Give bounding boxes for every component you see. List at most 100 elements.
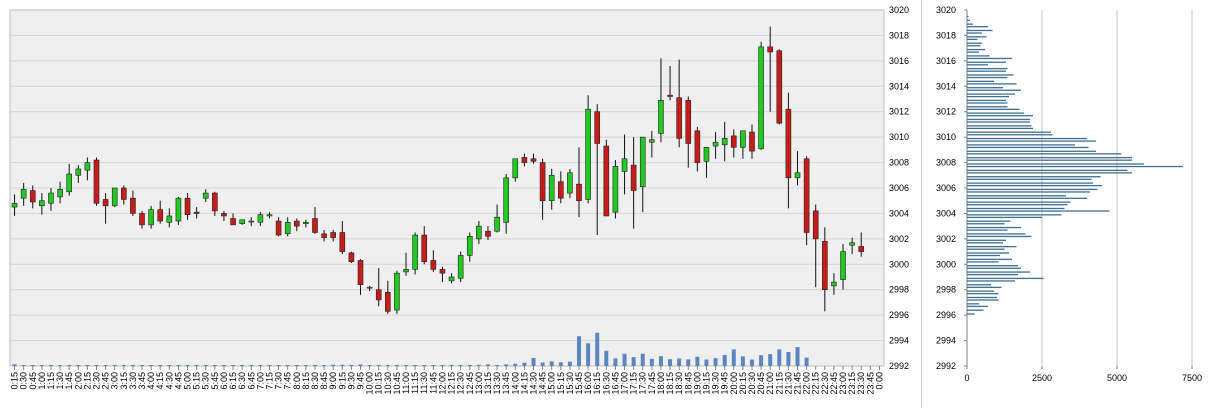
volume-bar <box>185 365 190 366</box>
candle-body <box>303 222 309 224</box>
profile-bar <box>967 144 1075 146</box>
candle-body <box>767 46 773 53</box>
volume-profile-chart: 2992 2994 2996 2998 3000 3002 3004 3006 3008 3010… <box>936 5 1202 383</box>
profile-price-tick-label: 2998 <box>936 285 956 295</box>
candle-body <box>466 236 473 256</box>
time-tick-label: 1:00 <box>37 372 47 390</box>
time-tick-label: 16:45 <box>610 372 620 395</box>
profile-bar <box>967 195 1066 197</box>
profile-bar <box>967 258 1012 260</box>
volume-bar <box>658 356 663 366</box>
candle-body <box>139 213 145 226</box>
profile-bar <box>967 235 1032 238</box>
candle-body <box>639 136 646 188</box>
profile-bar <box>967 284 991 286</box>
volume-bar <box>522 362 527 366</box>
profile-bar <box>967 131 1051 133</box>
time-tick-label: 18:15 <box>665 372 675 395</box>
candles <box>11 26 865 314</box>
volume-bar <box>749 359 754 366</box>
volume-bar <box>103 365 108 366</box>
profile-bar <box>967 23 973 25</box>
candle-body <box>776 50 783 124</box>
profile-bar <box>967 32 982 34</box>
time-tick-label: 16:00 <box>583 372 593 395</box>
volume-bar <box>312 365 317 366</box>
time-tick-label: 11:00 <box>401 372 411 394</box>
profile-bar <box>967 216 1042 219</box>
time-tick-label: 19:30 <box>711 372 721 395</box>
candle-body <box>330 232 336 238</box>
candle-body <box>84 162 91 171</box>
candle-body <box>548 174 555 202</box>
profile-bar <box>967 188 1098 191</box>
profile-bar <box>967 134 1053 136</box>
profile-bar <box>967 19 970 21</box>
time-tick-label: 15:45 <box>574 372 584 395</box>
candle-body <box>130 197 136 214</box>
profile-bar <box>967 204 1068 206</box>
profile-bar <box>967 67 1008 70</box>
price-gridlines <box>10 34 884 342</box>
candle-body <box>649 139 655 143</box>
profile-bar <box>967 239 1006 241</box>
profile-bar <box>967 45 981 47</box>
profile-bar <box>967 229 1008 231</box>
profile-bar <box>967 125 1032 127</box>
profile-bar <box>967 265 1018 267</box>
time-tick-label: 23:45 <box>865 372 875 395</box>
profile-bar <box>967 182 1093 184</box>
time-tick-label: 12:30 <box>456 372 466 395</box>
volume-bar <box>413 365 418 366</box>
volume-bar <box>531 357 536 366</box>
price-tick-label: 3002 <box>889 234 909 244</box>
volume-bar <box>404 365 409 366</box>
profile-bar <box>967 83 1017 85</box>
time-tick-label: 0:45 <box>28 372 38 390</box>
profile-bar <box>967 51 979 53</box>
volume-bar <box>58 365 63 366</box>
candle-body <box>239 219 245 224</box>
profile-bar <box>967 191 1090 193</box>
volume-bar <box>540 362 545 366</box>
candle-body <box>75 168 82 176</box>
time-tick-label: 19:15 <box>701 372 711 395</box>
profile-bar <box>967 61 1006 63</box>
time-tick-label: 13:15 <box>483 372 493 395</box>
candle-body <box>612 166 619 213</box>
time-tick-label: 9:30 <box>346 372 356 390</box>
volume-bar <box>112 365 117 366</box>
time-tick-label: 16:30 <box>601 372 611 395</box>
candle-body <box>503 177 509 223</box>
volume-bar <box>12 364 17 366</box>
time-tick-label: 8:15 <box>301 372 311 390</box>
profile-bar <box>967 146 1089 149</box>
candle-body <box>148 209 154 226</box>
time-tick-label: 6:30 <box>237 372 247 390</box>
volume-bar <box>331 364 336 366</box>
profile-bar <box>967 165 1183 168</box>
profile-bar <box>967 57 1012 60</box>
profile-price-tick-label: 3012 <box>936 107 956 117</box>
volume-bar <box>759 355 764 366</box>
profile-price-tick-label: 3004 <box>936 208 956 218</box>
candle-body <box>730 135 737 148</box>
candle-body <box>448 276 455 282</box>
time-tick-label: 21:30 <box>783 372 793 395</box>
time-tick-label: 22:45 <box>829 372 839 395</box>
profile-bar <box>967 252 1009 254</box>
volume-bar <box>467 365 472 366</box>
candle-body <box>266 214 273 217</box>
profile-bar <box>967 286 1002 288</box>
profile-bar <box>967 201 1071 203</box>
time-tick-label: 3:30 <box>128 372 138 390</box>
panel-divider[interactable] <box>921 0 922 408</box>
volume-bar <box>768 354 773 366</box>
time-tick-label: 14:45 <box>538 372 548 395</box>
volume-bar <box>668 359 673 366</box>
volume-bar <box>740 356 745 366</box>
time-tick-label: 21:15 <box>774 372 784 395</box>
profile-gridlines <box>966 10 1193 366</box>
time-tick-label: 18:45 <box>683 372 693 395</box>
volume-bar <box>631 357 636 366</box>
